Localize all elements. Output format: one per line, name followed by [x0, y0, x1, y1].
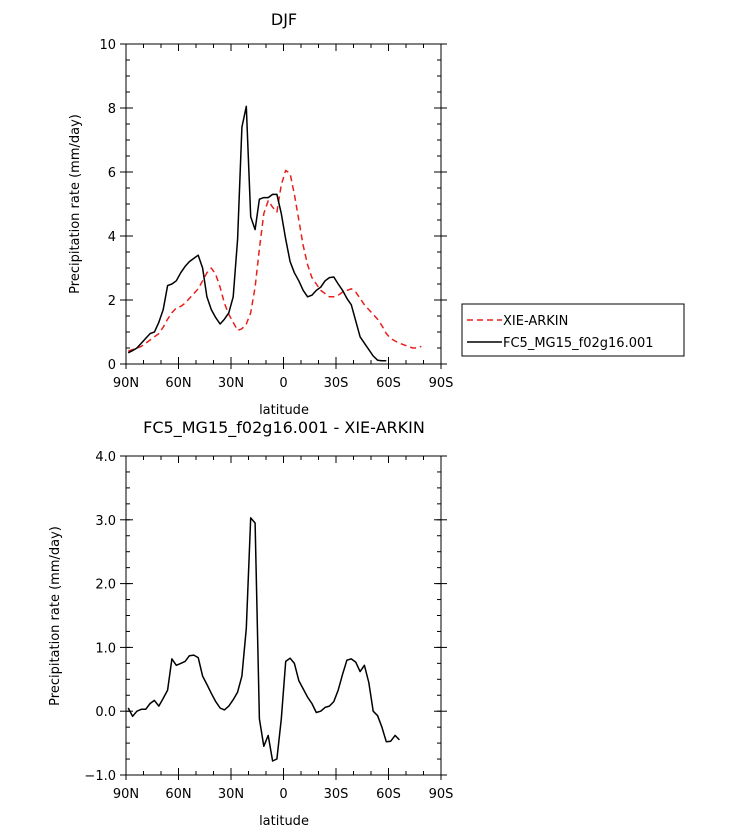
y-axis-label: Precipitation rate (mm/day) [68, 114, 83, 294]
y-axis: −1.0 0.0 1.0 2.0 3.0 4.0 [84, 450, 447, 784]
y-tick-label: 4 [108, 230, 116, 245]
x-tick-label: 30S [324, 376, 349, 391]
legend: XIE-ARKIN FC5_MG15_f02g16.001 [461, 303, 685, 357]
y-axis: 0 2 4 6 8 10 [99, 38, 447, 373]
x-tick-label: 60S [376, 376, 401, 391]
y-tick-label: 8 [108, 102, 116, 117]
x-tick-label: 30N [218, 787, 244, 802]
legend-box [461, 303, 685, 357]
y-tick-label: −1.0 [84, 769, 116, 784]
y-tick-label: 4.0 [95, 450, 116, 465]
x-tick-label: 90N [113, 376, 139, 391]
series-line-model [127, 517, 400, 762]
x-tick-label: 30S [324, 787, 349, 802]
x-tick-label: 90S [429, 376, 454, 391]
y-tick-label: 2.0 [95, 578, 116, 593]
x-axis: 90N 60N 30N 0 30S 60S 90S [113, 456, 454, 802]
series-line-obs [127, 169, 422, 352]
x-tick-label: 30N [218, 376, 244, 391]
x-tick-label: 90S [429, 787, 454, 802]
y-tick-label: 10 [99, 38, 116, 53]
series-group [127, 105, 422, 362]
x-axis: 90N 60N 30N 0 30S 60S 90S [113, 44, 454, 391]
x-tick-label: 60S [376, 787, 401, 802]
y-tick-label: 2 [108, 294, 116, 309]
series-group [127, 517, 400, 762]
chart-bottom: FC5_MG15_f02g16.001 - XIE-ARKIN 90N 60N 30… [48, 418, 453, 829]
y-tick-label: 0 [108, 358, 116, 373]
x-tick-label: 90N [113, 787, 139, 802]
x-tick-label: 60N [165, 787, 191, 802]
y-axis-label: Precipitation rate (mm/day) [48, 526, 63, 706]
y-tick-label: 0.0 [95, 705, 116, 720]
y-tick-label: 1.0 [95, 641, 116, 656]
x-axis-label: latitude [259, 403, 309, 418]
chart-top: DJF 90N 60N 30N 0 30S 60S 90S 0 2 4 6 8 10 latitude… [68, 10, 685, 418]
y-tick-label: 6 [108, 166, 116, 181]
chart-title: FC5_MG15_f02g16.001 - XIE-ARKIN [143, 418, 425, 438]
plot-frame [125, 455, 442, 776]
x-tick-label: 0 [279, 376, 287, 391]
plot-frame [125, 43, 442, 365]
x-tick-label: 60N [165, 376, 191, 391]
legend-label-obs: XIE-ARKIN [503, 314, 568, 329]
legend-label-model: FC5_MG15_f02g16.001 [503, 336, 654, 351]
x-tick-label: 0 [279, 787, 287, 802]
series-line-model [127, 105, 387, 362]
y-tick-label: 3.0 [95, 514, 116, 529]
x-axis-label: latitude [259, 814, 309, 829]
chart-title: DJF [271, 10, 297, 29]
